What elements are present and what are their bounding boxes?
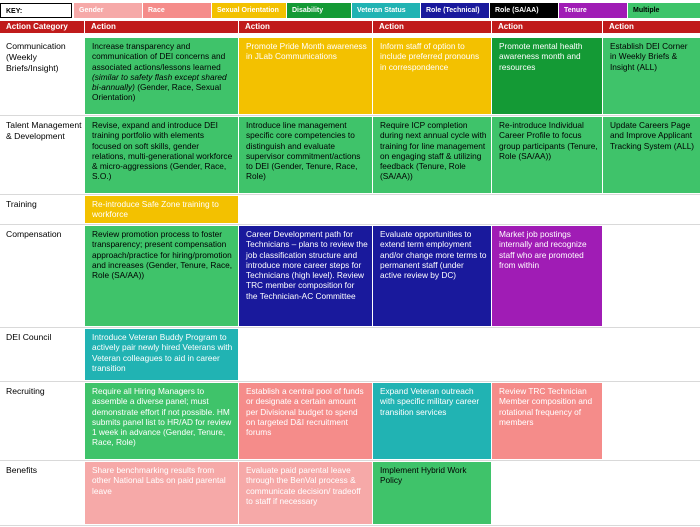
row-category: Compensation bbox=[6, 229, 62, 239]
action-cell: Review TRC Technician Member composition… bbox=[492, 383, 602, 459]
row-divider bbox=[0, 525, 700, 526]
action-cell: Inform staff of option to include prefer… bbox=[373, 38, 491, 114]
action-text: Increase transparency and communication … bbox=[92, 41, 226, 72]
key-disability: Disability bbox=[287, 3, 351, 18]
action-cell: Career Development path for Technicians … bbox=[239, 226, 372, 326]
header-action: Action bbox=[492, 21, 602, 33]
action-table: Action Category Action Action Action Act… bbox=[0, 21, 700, 527]
key-multiple: Multiple bbox=[628, 3, 700, 18]
action-cell: Expand Veteran outreach with specific mi… bbox=[373, 383, 491, 459]
row-divider bbox=[0, 224, 700, 225]
row-category: Communication (Weekly Briefs/Insight) bbox=[6, 41, 66, 73]
header-action: Action bbox=[239, 21, 372, 33]
row-category: Benefits bbox=[6, 465, 38, 475]
table-row: Recruiting Require all Hiring Managers to… bbox=[0, 383, 700, 459]
key-label: KEY: bbox=[0, 3, 72, 18]
action-cell: Promote Pride Month awareness in JLab Co… bbox=[239, 38, 372, 114]
row-category: Training bbox=[6, 199, 37, 209]
key-role-technical: Role (Technical) bbox=[421, 3, 489, 18]
row-divider bbox=[0, 460, 700, 461]
row-divider bbox=[0, 194, 700, 195]
table-row: Training Re-introduce Safe Zone training … bbox=[0, 196, 700, 223]
action-cell: Market job postings internally and recog… bbox=[492, 226, 602, 326]
action-text-italic: (similar to safety flash except shared b… bbox=[92, 71, 227, 93]
key-sexual-orientation: Sexual Orientation bbox=[212, 3, 286, 18]
row-divider bbox=[0, 115, 700, 116]
row-category: DEI Council bbox=[6, 332, 52, 342]
row-category: Recruiting bbox=[6, 386, 45, 396]
action-cell: Require ICP completion during next annua… bbox=[373, 117, 491, 193]
action-cell: Establish DEI Corner in Weekly Briefs & … bbox=[603, 38, 700, 114]
table-row: DEI Council Introduce Veteran Buddy Progr… bbox=[0, 329, 700, 380]
key-role-sa-aa: Role (SA/AA) bbox=[490, 3, 558, 18]
action-cell: Evaluate opportunities to extend term em… bbox=[373, 226, 491, 326]
action-cell: Update Careers Page and Improve Applican… bbox=[603, 117, 700, 193]
header-action: Action bbox=[603, 21, 700, 33]
action-cell: Revise, expand and introduce DEI trainin… bbox=[85, 117, 238, 193]
action-cell: Review promotion process to foster trans… bbox=[85, 226, 238, 326]
key-race: Race bbox=[143, 3, 211, 18]
header-action: Action bbox=[85, 21, 238, 33]
color-key: KEY: Gender Race Sexual Orientation Disa… bbox=[0, 3, 700, 19]
action-cell: Evaluate paid parental leave through the… bbox=[239, 462, 372, 524]
row-divider bbox=[0, 327, 700, 328]
action-cell: Introduce line management specific core … bbox=[239, 117, 372, 193]
action-cell: Re-introduce Safe Zone training to workf… bbox=[85, 196, 238, 223]
table-row: Communication (Weekly Briefs/Insight) Inc… bbox=[0, 38, 700, 114]
table-row: Compensation Review promotion process to … bbox=[0, 226, 700, 326]
action-cell: Require all Hiring Managers to assemble … bbox=[85, 383, 238, 459]
action-cell: Promote mental health awareness month an… bbox=[492, 38, 602, 114]
action-cell: Establish a central pool of funds or des… bbox=[239, 383, 372, 459]
row-category: Talent Management & Development bbox=[6, 120, 82, 141]
action-cell: Introduce Veteran Buddy Program to activ… bbox=[85, 329, 238, 380]
table-row: Benefits Share benchmarking results from … bbox=[0, 462, 700, 524]
header-action-category: Action Category bbox=[0, 21, 84, 33]
action-cell: Implement Hybrid Work Policy bbox=[373, 462, 491, 524]
action-cell: Increase transparency and communication … bbox=[85, 38, 238, 114]
action-text-tail: (Gender, Race, Sexual Orientation) bbox=[92, 82, 222, 103]
row-divider bbox=[0, 381, 700, 382]
key-gender: Gender bbox=[74, 3, 142, 18]
action-cell: Re-introduce Individual Career Profile t… bbox=[492, 117, 602, 193]
key-tenure: Tenure bbox=[559, 3, 627, 18]
table-row: Talent Management & Development Revise, e… bbox=[0, 117, 700, 193]
key-veteran-status: Veteran Status bbox=[352, 3, 420, 18]
action-cell: Share benchmarking results from other Na… bbox=[85, 462, 238, 524]
header-action: Action bbox=[373, 21, 491, 33]
